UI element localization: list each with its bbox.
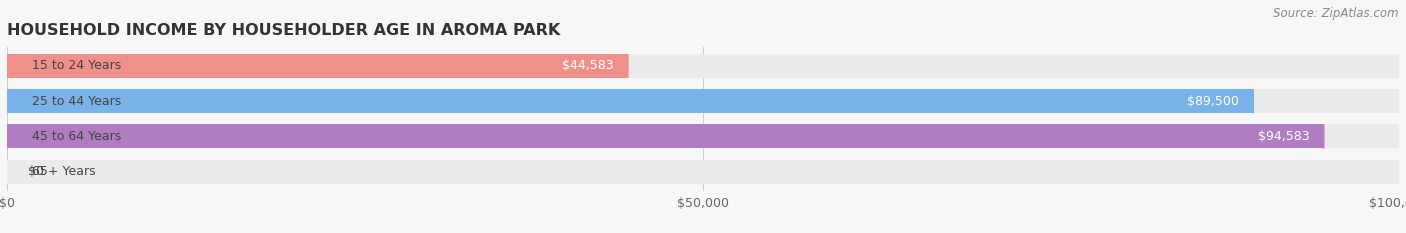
Text: 65+ Years: 65+ Years	[32, 165, 96, 178]
Text: 25 to 44 Years: 25 to 44 Years	[32, 95, 121, 108]
Bar	[7, 54, 1399, 78]
Text: $94,583: $94,583	[1258, 130, 1309, 143]
Text: 45 to 64 Years: 45 to 64 Years	[32, 130, 121, 143]
Text: $44,583: $44,583	[562, 59, 613, 72]
Bar	[7, 89, 1399, 113]
Bar	[7, 54, 627, 78]
Text: 15 to 24 Years: 15 to 24 Years	[32, 59, 121, 72]
Bar	[7, 124, 1323, 148]
Text: $89,500: $89,500	[1187, 95, 1239, 108]
Text: Source: ZipAtlas.com: Source: ZipAtlas.com	[1274, 7, 1399, 20]
Text: $0: $0	[28, 165, 44, 178]
Text: HOUSEHOLD INCOME BY HOUSEHOLDER AGE IN AROMA PARK: HOUSEHOLD INCOME BY HOUSEHOLDER AGE IN A…	[7, 24, 560, 38]
Bar	[7, 160, 1399, 184]
Bar	[7, 89, 1253, 113]
Bar	[7, 124, 1399, 148]
